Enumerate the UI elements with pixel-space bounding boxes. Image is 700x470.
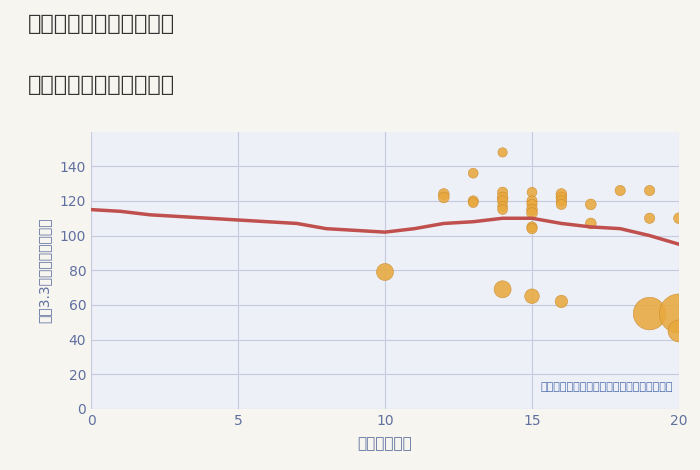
Point bbox=[468, 197, 479, 205]
Point bbox=[526, 209, 538, 217]
X-axis label: 駅距離（分）: 駅距離（分） bbox=[358, 436, 412, 451]
Point bbox=[526, 292, 538, 300]
Point bbox=[497, 203, 508, 210]
Point bbox=[526, 206, 538, 213]
Point bbox=[585, 201, 596, 208]
Point bbox=[497, 149, 508, 156]
Point bbox=[644, 214, 655, 222]
Point bbox=[526, 197, 538, 205]
Point bbox=[556, 201, 567, 208]
Point bbox=[468, 199, 479, 206]
Point bbox=[497, 188, 508, 196]
Point bbox=[673, 214, 685, 222]
Point bbox=[438, 194, 449, 201]
Point bbox=[556, 197, 567, 205]
Point bbox=[468, 169, 479, 177]
Point bbox=[379, 268, 391, 276]
Point bbox=[556, 298, 567, 305]
Point bbox=[526, 201, 538, 208]
Point bbox=[644, 187, 655, 194]
Point bbox=[497, 286, 508, 293]
Point bbox=[556, 194, 567, 201]
Point bbox=[497, 194, 508, 201]
Point bbox=[526, 223, 538, 231]
Point bbox=[673, 310, 685, 317]
Y-axis label: 坪（3.3㎡）単価（万円）: 坪（3.3㎡）単価（万円） bbox=[37, 218, 51, 323]
Text: 兵庫県宝塚市山本丸橋の: 兵庫県宝塚市山本丸橋の bbox=[28, 14, 175, 34]
Point bbox=[526, 188, 538, 196]
Point bbox=[673, 327, 685, 335]
Point bbox=[438, 190, 449, 198]
Point bbox=[497, 206, 508, 213]
Point bbox=[526, 225, 538, 233]
Point bbox=[556, 190, 567, 198]
Point bbox=[497, 197, 508, 205]
Point bbox=[644, 310, 655, 317]
Point bbox=[585, 219, 596, 227]
Text: 円の大きさは、取引のあった物件面積を示す: 円の大きさは、取引のあった物件面積を示す bbox=[540, 382, 673, 392]
Text: 駅距離別中古戸建て価格: 駅距離別中古戸建て価格 bbox=[28, 75, 175, 95]
Point bbox=[615, 187, 626, 194]
